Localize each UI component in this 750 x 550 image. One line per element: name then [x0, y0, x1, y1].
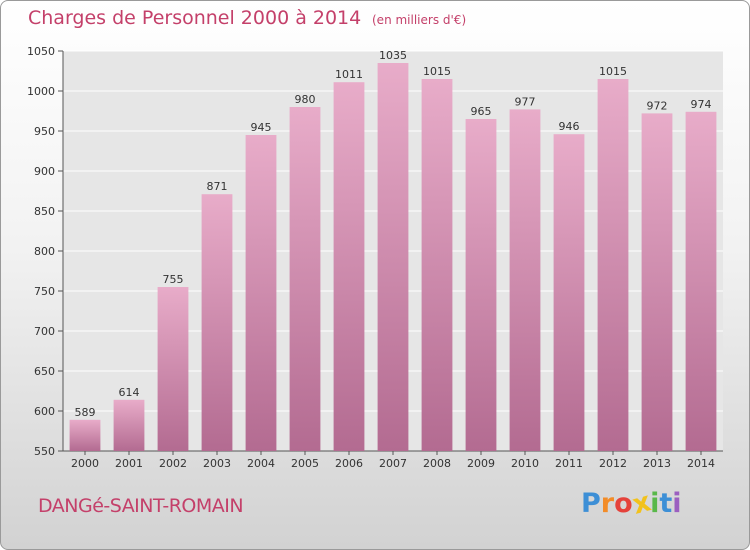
bar-2004: [245, 135, 277, 451]
bar-value-label: 977: [515, 95, 536, 108]
x-tick-label: 2006: [335, 457, 363, 470]
y-tick-label: 1050: [27, 45, 55, 58]
logo-letter: t: [659, 488, 673, 519]
bar-2013: [641, 113, 673, 452]
bar-value-label: 1035: [379, 49, 407, 62]
x-tick-label: 2007: [379, 457, 407, 470]
bar-value-label: 945: [251, 121, 272, 134]
x-tick-label: 2011: [555, 457, 583, 470]
bar-2010: [509, 109, 541, 452]
town-name: DANGé-SAINT-ROMAIN: [38, 495, 244, 517]
x-tick-label: 2005: [291, 457, 319, 470]
y-tick-label: 900: [34, 165, 55, 178]
bar-value-label: 965: [471, 105, 492, 118]
bar-2012: [597, 79, 629, 451]
bar-value-label: 755: [163, 273, 184, 286]
bar-value-label: 614: [119, 386, 140, 399]
logo-letter: P: [581, 488, 601, 519]
x-tick-label: 2008: [423, 457, 451, 470]
y-tick-label: 600: [34, 405, 55, 418]
x-tick-label: 2010: [511, 457, 539, 470]
bar-value-label: 1015: [599, 65, 627, 78]
y-tick-label: 650: [34, 365, 55, 378]
x-tick-label: 2002: [159, 457, 187, 470]
x-tick-label: 2004: [247, 457, 275, 470]
bar-2002: [157, 287, 189, 451]
x-tick-label: 2003: [203, 457, 231, 470]
logo-letter: o: [614, 488, 633, 519]
bar-2005: [289, 107, 321, 451]
x-tick-label: 2000: [71, 457, 99, 470]
bar-2000: [69, 419, 101, 451]
bar-2008: [421, 79, 453, 451]
x-tick-label: 2012: [599, 457, 627, 470]
bar-2007: [377, 63, 409, 451]
y-tick-label: 850: [34, 205, 55, 218]
bar-2011: [553, 134, 585, 451]
bar-2009: [465, 119, 497, 451]
x-tick-label: 2013: [643, 457, 671, 470]
bar-value-label: 871: [207, 180, 228, 193]
bar-2014: [685, 111, 717, 452]
logo-letter: i: [650, 488, 660, 519]
y-tick-label: 550: [34, 445, 55, 458]
logo-letter: r: [600, 488, 615, 519]
bar-value-label: 972: [647, 99, 668, 112]
bar-value-label: 1015: [423, 65, 451, 78]
proxiti-logo: Proxiti: [581, 486, 682, 520]
bar-value-label: 974: [691, 98, 712, 111]
bar-2006: [333, 82, 365, 451]
y-tick-label: 750: [34, 285, 55, 298]
y-tick-label: 1000: [27, 85, 55, 98]
y-tick-label: 950: [34, 125, 55, 138]
bar-value-label: 589: [75, 406, 96, 419]
bar-value-label: 946: [559, 120, 580, 133]
bar-2003: [201, 194, 233, 451]
bar-2001: [113, 399, 145, 451]
chart-title: Charges de Personnel 2000 à 2014: [28, 7, 362, 29]
y-tick-label: 700: [34, 325, 55, 338]
bar-value-label: 980: [295, 93, 316, 106]
x-tick-label: 2009: [467, 457, 495, 470]
x-tick-label: 2014: [687, 457, 715, 470]
y-tick-label: 800: [34, 245, 55, 258]
bar-value-label: 1011: [335, 68, 363, 81]
x-tick-label: 2001: [115, 457, 143, 470]
chart-subtitle: (en milliers d'€): [372, 13, 467, 27]
logo-letter: i: [672, 488, 682, 519]
